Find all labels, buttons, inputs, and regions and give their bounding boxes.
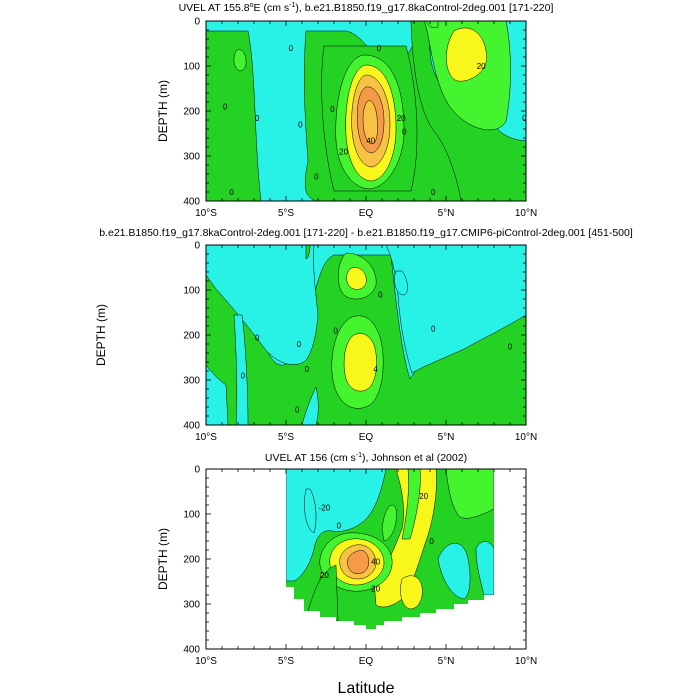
panel-3-contour-label: 0 — [429, 537, 434, 546]
panel-3-contour-label: 20 — [419, 492, 428, 501]
panel-1-ytick-label: 100 — [183, 62, 200, 73]
panel-3-xtick-label: 10°N — [515, 656, 537, 667]
panel-2-contour-label: 0 — [297, 340, 302, 349]
panel-2-ytick-label: 400 — [183, 421, 200, 432]
panel-2-contour-label: 0 — [431, 324, 436, 333]
panel-1-title: UVEL AT 155.8oE (cm s-1), b.e21.B1850.f1… — [179, 2, 554, 14]
panel-2-ytick-label: 100 — [183, 286, 200, 297]
panel-1-ylabel: DEPTH (m) — [156, 80, 170, 142]
panel-2-ytick-label: 200 — [183, 331, 200, 342]
panel-1-contour-label: 0 — [229, 188, 234, 197]
panel-3-contour-label: 40 — [371, 557, 380, 566]
panel-3-xtick-label: 5°N — [438, 656, 455, 667]
panel-2-contour-label: 0 — [305, 365, 310, 374]
panel-1-contour-label: 20 — [397, 114, 406, 123]
panel-1-contour-label: 20 — [477, 62, 486, 71]
panel-3-xtick-label: 5°S — [278, 656, 295, 667]
panel-1-contour-label: 0 — [223, 103, 228, 112]
panel-2-contour-label: 0 — [241, 372, 246, 381]
panel-1-contour-label: 20 — [339, 148, 348, 157]
panel-1-contour-label: 0 — [377, 44, 382, 53]
panel-2-contour-label: 4 — [373, 365, 378, 374]
panel-3-contour-label: 20 — [320, 571, 329, 580]
panel-2-ylabel: DEPTH (m) — [94, 304, 108, 366]
panel-2-xtick-label: EQ — [359, 432, 374, 443]
panel-3-contour-label: 20 — [371, 584, 380, 593]
panel-3: UVEL AT 156 (cm s-1), Johnson et al (200… — [156, 452, 537, 667]
panel-2: b.e21.B1850.f19_g17.8kaControl-2deg.001 … — [94, 227, 633, 443]
panel-1-ytick-label: 200 — [183, 107, 200, 118]
panel-2-contour-label: 0 — [255, 333, 260, 342]
panel-3-contour-field — [286, 469, 494, 629]
panel-1-xtick-label: 5°S — [278, 208, 295, 219]
panel-1-contour-label: 0 — [522, 114, 527, 123]
panel-2-contour-label: 0 — [378, 291, 383, 300]
panel-1-contour-label: 40 — [366, 136, 375, 145]
panel-3-ytick-label: 100 — [183, 510, 200, 521]
panel-1-contour-label: 0 — [298, 121, 303, 130]
panel-2-title: b.e21.B1850.f19_g17.8kaControl-2deg.001 … — [99, 227, 633, 239]
panel-2-ytick-label: 300 — [183, 376, 200, 387]
panel-1-contour-label: 0 — [330, 105, 335, 114]
panel-1-xtick-label: 5°N — [438, 208, 455, 219]
figure-xlabel: Latitude — [338, 680, 395, 697]
panel-1-contour-label: 0 — [255, 114, 260, 123]
panel-3-ytick-label: 400 — [183, 645, 200, 656]
panel-3-xtick-label: 10°S — [195, 656, 217, 667]
panel-3-ytick-label: 0 — [194, 465, 200, 476]
panel-1-contour-field — [206, 21, 526, 201]
panel-1-ytick-label: 400 — [183, 197, 200, 208]
panel-3-ylabel: DEPTH (m) — [156, 528, 170, 590]
panel-3-ytick-label: 200 — [183, 555, 200, 566]
panel-1-contour-label: 0 — [314, 172, 319, 181]
panel-2-contour-label: 0 — [508, 342, 513, 351]
panel-1-contour-label: 0 — [402, 127, 407, 136]
panel-2-xtick-label: 10°N — [515, 432, 537, 443]
panel-3-ytick-label: 300 — [183, 600, 200, 611]
panel-2-contour-label: 0 — [333, 327, 338, 336]
panel-1-xtick-label: 10°N — [515, 208, 537, 219]
panel-1-ytick-label: 0 — [194, 17, 200, 28]
panel-1-xtick-label: 10°S — [195, 208, 217, 219]
panel-3-contour-label: -20 — [319, 503, 331, 512]
panel-2-contour-label: 0 — [295, 405, 300, 414]
panel-2-xtick-label: 5°S — [278, 432, 295, 443]
panel-2-xtick-label: 5°N — [438, 432, 455, 443]
panel-2-ytick-label: 0 — [194, 241, 200, 252]
panel-3-title: UVEL AT 156 (cm s-1), Johnson et al (200… — [265, 452, 467, 464]
panel-1-ytick-label: 300 — [183, 152, 200, 163]
panel-2-contour-field — [206, 245, 526, 425]
panel-1: UVEL AT 155.8oE (cm s-1), b.e21.B1850.f1… — [156, 2, 553, 219]
panel-1-xtick-label: EQ — [359, 208, 374, 219]
panel-3-contour-label: 0 — [337, 521, 342, 530]
panel-2-xtick-label: 10°S — [195, 432, 217, 443]
panel-1-contour-label: 0 — [431, 188, 436, 197]
panel-3-xtick-label: EQ — [359, 656, 374, 667]
panel-1-contour-label: 0 — [289, 44, 294, 53]
